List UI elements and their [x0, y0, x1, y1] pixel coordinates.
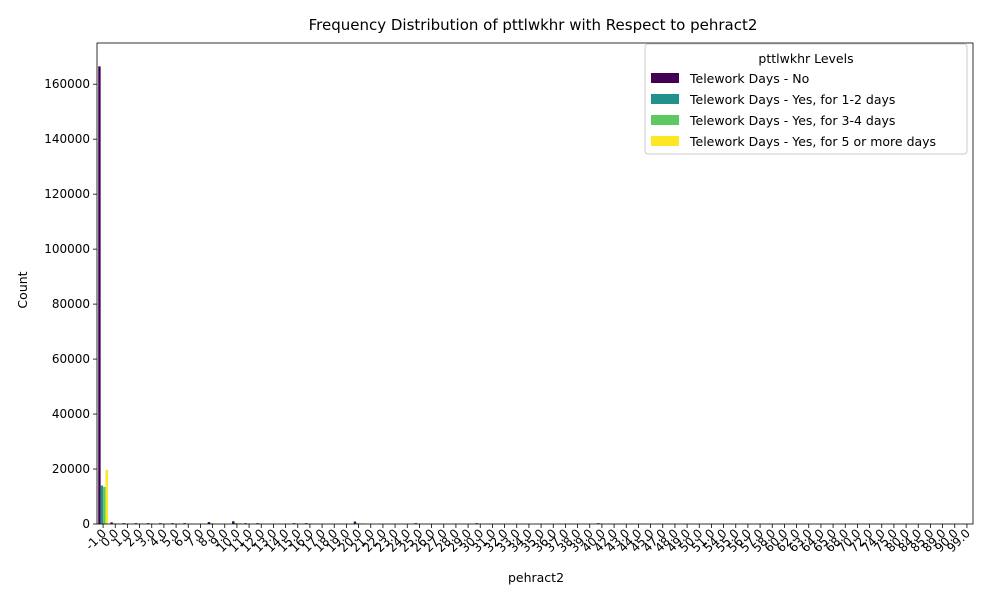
y-tick-label: 60000	[52, 352, 90, 366]
bar	[103, 486, 106, 524]
bar	[110, 522, 113, 524]
y-tick-label: 120000	[44, 187, 90, 201]
x-axis-title: pehract2	[508, 570, 564, 585]
bar	[475, 523, 478, 524]
bar	[305, 523, 308, 524]
legend-title: pttlwkhr Levels	[758, 51, 853, 66]
y-tick-label: 40000	[52, 407, 90, 421]
bar	[100, 485, 104, 524]
bar	[353, 521, 357, 524]
legend-label: Telework Days - Yes, for 1-2 days	[689, 92, 895, 107]
legend-label: Telework Days - Yes, for 3-4 days	[689, 113, 895, 128]
legend: pttlwkhr Levels Telework Days - NoTelewo…	[644, 43, 968, 155]
legend-swatch	[651, 136, 679, 146]
bar	[159, 523, 162, 524]
bar	[134, 523, 138, 524]
plot-frame	[96, 42, 974, 525]
bar	[122, 523, 125, 524]
y-tick-label: 80000	[52, 297, 90, 311]
legend-swatch	[651, 115, 679, 125]
bar	[414, 523, 417, 524]
y-tick-label: 0	[82, 517, 90, 531]
chart-title: Frequency Distribution of pttlwkhr with …	[309, 16, 758, 34]
x-axis: -1.00.01.02.03.04.05.06.07.08.09.010.011…	[83, 524, 973, 555]
y-axis: 0 20000 40000 60000 80000 100000 120000 140000 1…	[44, 77, 97, 531]
bar	[207, 522, 211, 524]
bar	[597, 523, 600, 524]
y-tick-label: 100000	[44, 242, 90, 256]
legend-label: Telework Days - Yes, for 5 or more days	[689, 134, 936, 149]
legend-box	[644, 43, 968, 155]
legend-label: Telework Days - No	[689, 71, 809, 86]
y-tick-label: 160000	[44, 77, 90, 91]
bar	[146, 523, 150, 524]
y-tick-label: 140000	[44, 132, 90, 146]
legend-swatch	[651, 94, 679, 104]
bar	[98, 66, 101, 525]
bar	[234, 523, 237, 524]
legend-items: Telework Days - No Telework Days - Yes, f…	[651, 71, 936, 149]
bar	[239, 523, 242, 524]
bar	[244, 523, 247, 524]
bar	[232, 521, 235, 524]
y-axis-title: Count	[15, 271, 30, 308]
bar	[256, 523, 259, 524]
y-tick-label: 20000	[52, 462, 90, 476]
bar	[292, 523, 296, 524]
bar	[105, 469, 108, 524]
bar	[171, 523, 174, 524]
legend-swatch	[651, 73, 679, 83]
bar	[183, 523, 186, 524]
